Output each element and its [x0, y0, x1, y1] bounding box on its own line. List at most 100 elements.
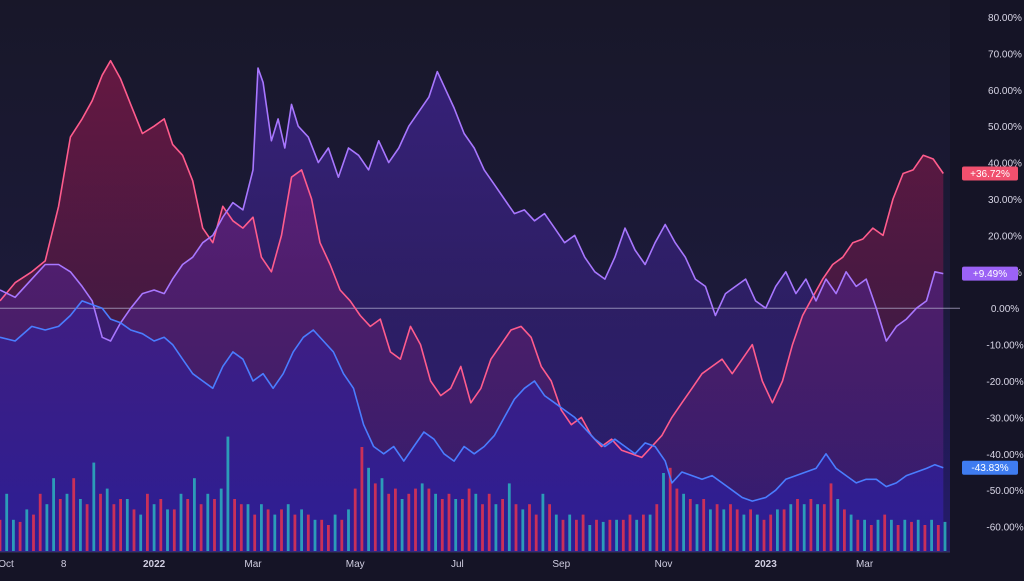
volume-bar	[735, 509, 739, 551]
y-axis: 80.00% 70.00% 60.00% 50.00% 40.00% 30.00% 20.0…	[986, 13, 1023, 534]
y-tick-label: 80.00%	[988, 13, 1022, 24]
volume-bar	[327, 525, 330, 551]
volume-bar	[353, 488, 357, 551]
volume-bar	[186, 499, 190, 551]
series-line-layer	[0, 59, 944, 502]
volume-bar	[246, 504, 250, 551]
volume-bar	[340, 519, 344, 551]
volume-bar	[213, 499, 216, 551]
volume-bar	[166, 509, 169, 551]
volume-bar	[688, 499, 692, 551]
volume-bar	[487, 493, 491, 551]
volume-bar	[159, 499, 163, 551]
x-tick-label: Mar	[856, 559, 874, 570]
x-tick-label: 2023	[755, 559, 778, 570]
volume-bar	[796, 499, 799, 551]
volume-bar	[132, 509, 136, 551]
y-tick-label: 70.00%	[988, 49, 1022, 60]
volume-bar	[394, 488, 397, 551]
volume-bar	[923, 525, 927, 551]
volume-bar	[943, 521, 947, 551]
volume-bar	[588, 525, 592, 551]
volume-bar	[79, 499, 82, 551]
volume-bar	[146, 493, 149, 551]
volume-bar	[595, 519, 598, 551]
volume-bar	[434, 493, 437, 551]
volume-bar	[930, 519, 933, 551]
x-tick-label: 8	[61, 559, 67, 570]
volume-bar	[58, 499, 62, 551]
volume-bar	[454, 499, 458, 551]
volume-bar	[226, 436, 230, 551]
volume-bar	[568, 514, 572, 551]
x-tick-label: Mar	[244, 559, 262, 570]
series-line-1	[0, 59, 944, 459]
x-tick-label: Oct	[0, 559, 14, 570]
volume-bar	[32, 514, 35, 551]
volume-bar	[420, 483, 424, 551]
volume-bar	[193, 478, 196, 551]
y-tick-label: -10.00%	[986, 341, 1023, 352]
volume-bar	[233, 499, 236, 551]
volume-bar	[179, 493, 183, 551]
volume-bar	[936, 525, 940, 551]
x-tick-label: May	[346, 559, 365, 570]
volume-bar	[400, 499, 404, 551]
volume-bar	[836, 499, 840, 551]
y-tick-label: -30.00%	[986, 413, 1023, 424]
volume-bar	[347, 509, 350, 551]
volume-bar	[662, 473, 665, 551]
y-tick-label: 40.00%	[988, 159, 1022, 170]
volume-bar	[152, 504, 156, 551]
y-tick-label: 60.00%	[988, 86, 1022, 97]
volume-bar	[219, 488, 223, 551]
volume-bar	[910, 521, 913, 551]
volume-bar	[890, 519, 893, 551]
volume-bar	[407, 493, 411, 551]
volume-bar	[829, 483, 833, 551]
volume-bar	[92, 462, 96, 551]
volume-bar	[849, 514, 853, 551]
volume-bar	[742, 514, 746, 551]
volume-bar	[172, 509, 176, 551]
volume-bar	[883, 514, 887, 551]
volume-bar	[769, 514, 773, 551]
volume-bar	[467, 488, 471, 551]
volume-bar	[655, 504, 659, 551]
y-tick-label: 50.00%	[988, 122, 1022, 133]
volume-bars	[0, 436, 947, 551]
y-tick-label: -40.00%	[986, 450, 1023, 461]
volume-bar	[863, 519, 866, 551]
volume-bar	[45, 504, 49, 551]
volume-bar	[300, 509, 303, 551]
volume-bar	[675, 488, 679, 551]
x-tick-label: Nov	[655, 559, 673, 570]
volume-bar	[494, 504, 498, 551]
last-value-label-3: -43.83%	[971, 463, 1008, 474]
y-tick-label: 20.00%	[988, 231, 1022, 242]
volume-bar	[776, 509, 779, 551]
volume-bar	[601, 521, 605, 551]
volume-bar	[702, 499, 706, 551]
volume-bar	[427, 488, 431, 551]
volume-bar	[367, 467, 370, 551]
series-area-layer	[0, 60, 944, 552]
volume-bar	[648, 514, 652, 551]
volume-bar	[668, 467, 672, 551]
volume-bar	[38, 493, 42, 551]
volume-bar	[729, 504, 732, 551]
volume-bar	[762, 519, 766, 551]
volume-bar	[715, 504, 719, 551]
x-tick-label: Jul	[451, 559, 464, 570]
last-value-badges: +36.72% +9.49% -43.83%	[962, 166, 1018, 475]
volume-bar	[360, 447, 364, 551]
volume-bar	[789, 504, 793, 551]
volume-bar	[139, 514, 143, 551]
volume-bar	[414, 488, 417, 551]
x-tick-label: 2022	[143, 559, 166, 570]
y-tick-label: 0.00%	[991, 304, 1019, 315]
volume-bar	[239, 504, 243, 551]
volume-bar	[534, 514, 538, 551]
volume-bar	[514, 504, 518, 551]
